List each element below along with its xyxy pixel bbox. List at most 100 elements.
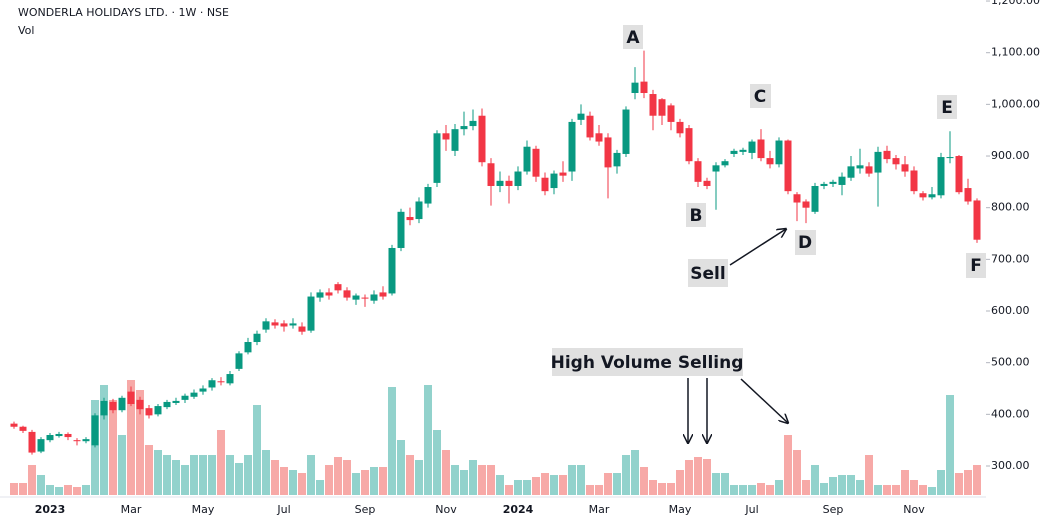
volume-bar <box>343 460 351 495</box>
candle-body <box>19 426 27 431</box>
y-tick-label: 700.00 <box>991 252 1030 265</box>
volume-bar <box>226 455 234 495</box>
volume-bar <box>964 470 972 495</box>
candle-body <box>703 180 711 186</box>
volume-bar <box>235 463 243 495</box>
volume-bar <box>118 435 126 495</box>
candle-body <box>955 156 963 193</box>
volume-bar <box>865 455 873 495</box>
candle-body <box>37 439 45 452</box>
volume-bar <box>802 480 810 495</box>
candle-body <box>298 326 306 332</box>
candle-body <box>730 150 738 154</box>
volume-bar <box>82 485 90 495</box>
label-box <box>937 95 957 119</box>
candle-body <box>73 440 81 442</box>
volume-bar <box>64 485 72 495</box>
candle-body <box>577 113 585 120</box>
candle-body <box>136 399 144 410</box>
volume-bar <box>820 483 828 495</box>
annotation-e: E <box>937 95 957 119</box>
candle-body <box>271 322 279 326</box>
volume-bar <box>334 457 342 495</box>
volume-bar <box>433 430 441 495</box>
candle-body <box>685 128 693 162</box>
volume-bar <box>559 475 567 495</box>
volume-bar <box>910 480 918 495</box>
volume-bar <box>91 400 99 495</box>
annotation-text: C <box>754 87 766 107</box>
volume-bar <box>946 395 954 495</box>
candle-body <box>199 388 207 392</box>
volume-bar <box>208 455 216 495</box>
volume-bar <box>325 465 333 495</box>
candle-body <box>262 321 270 330</box>
x-tick-label: Sep <box>823 503 844 516</box>
volume-bar <box>298 473 306 495</box>
volume-bar <box>388 387 396 495</box>
candle-body <box>937 157 945 196</box>
volume-bar <box>838 475 846 495</box>
candle-body <box>658 99 666 116</box>
volume-bar <box>46 485 54 495</box>
volume-bar <box>793 450 801 495</box>
candle-body <box>910 170 918 192</box>
candle-body <box>847 166 855 178</box>
volume-bar <box>469 460 477 495</box>
candle-body <box>586 115 594 138</box>
volume-bar <box>613 473 621 495</box>
volume-label: Vol <box>18 24 34 37</box>
volume-bar <box>649 480 657 495</box>
x-tick-label: Nov <box>903 503 925 516</box>
volume-bar <box>73 487 81 495</box>
candle-body <box>559 172 567 176</box>
candle-body <box>64 433 72 438</box>
annotation-text: F <box>970 256 982 276</box>
y-tick-label: 1,200.00 <box>991 0 1040 7</box>
candle-body <box>397 211 405 248</box>
candle-body <box>748 141 756 153</box>
x-tick-label: Sep <box>355 503 376 516</box>
volume-bar <box>244 455 252 495</box>
candle-body <box>793 194 801 203</box>
volume-bar <box>658 483 666 495</box>
annotation-text: High Volume Selling <box>551 353 744 373</box>
candle-body <box>649 94 657 116</box>
volume-bar <box>127 380 135 495</box>
candle-body <box>820 183 828 186</box>
annotation-c: C <box>750 84 771 108</box>
candle-body <box>892 158 900 165</box>
candle-body <box>334 284 342 291</box>
volume-bar <box>712 473 720 495</box>
candle-body <box>532 148 540 177</box>
y-tick-label: 600.00 <box>991 304 1030 317</box>
candle-body <box>487 163 495 186</box>
volume-bar <box>955 473 963 495</box>
volume-bar <box>883 485 891 495</box>
x-tick-label: Mar <box>121 503 142 516</box>
plot-area <box>10 50 981 495</box>
candle-body <box>802 201 810 208</box>
candle-body <box>613 152 621 167</box>
candle-body <box>784 140 792 192</box>
volume-bar <box>406 455 414 495</box>
candle-body <box>235 353 243 369</box>
label-box <box>686 203 706 227</box>
label-box <box>688 259 728 287</box>
volume-bar <box>856 480 864 495</box>
volume-bar <box>973 465 981 495</box>
candle-body <box>253 333 261 343</box>
candle-body <box>757 139 765 159</box>
arrow <box>740 378 788 423</box>
candle-body <box>46 435 54 441</box>
candle-body <box>964 188 972 202</box>
label-box <box>795 230 816 255</box>
volume-bar <box>640 467 648 495</box>
candle-body <box>388 247 396 294</box>
candle-body <box>415 201 423 220</box>
volume-bar <box>667 483 675 495</box>
volume-bar <box>424 385 432 495</box>
candle-body <box>766 158 774 165</box>
candle-body <box>829 181 837 184</box>
